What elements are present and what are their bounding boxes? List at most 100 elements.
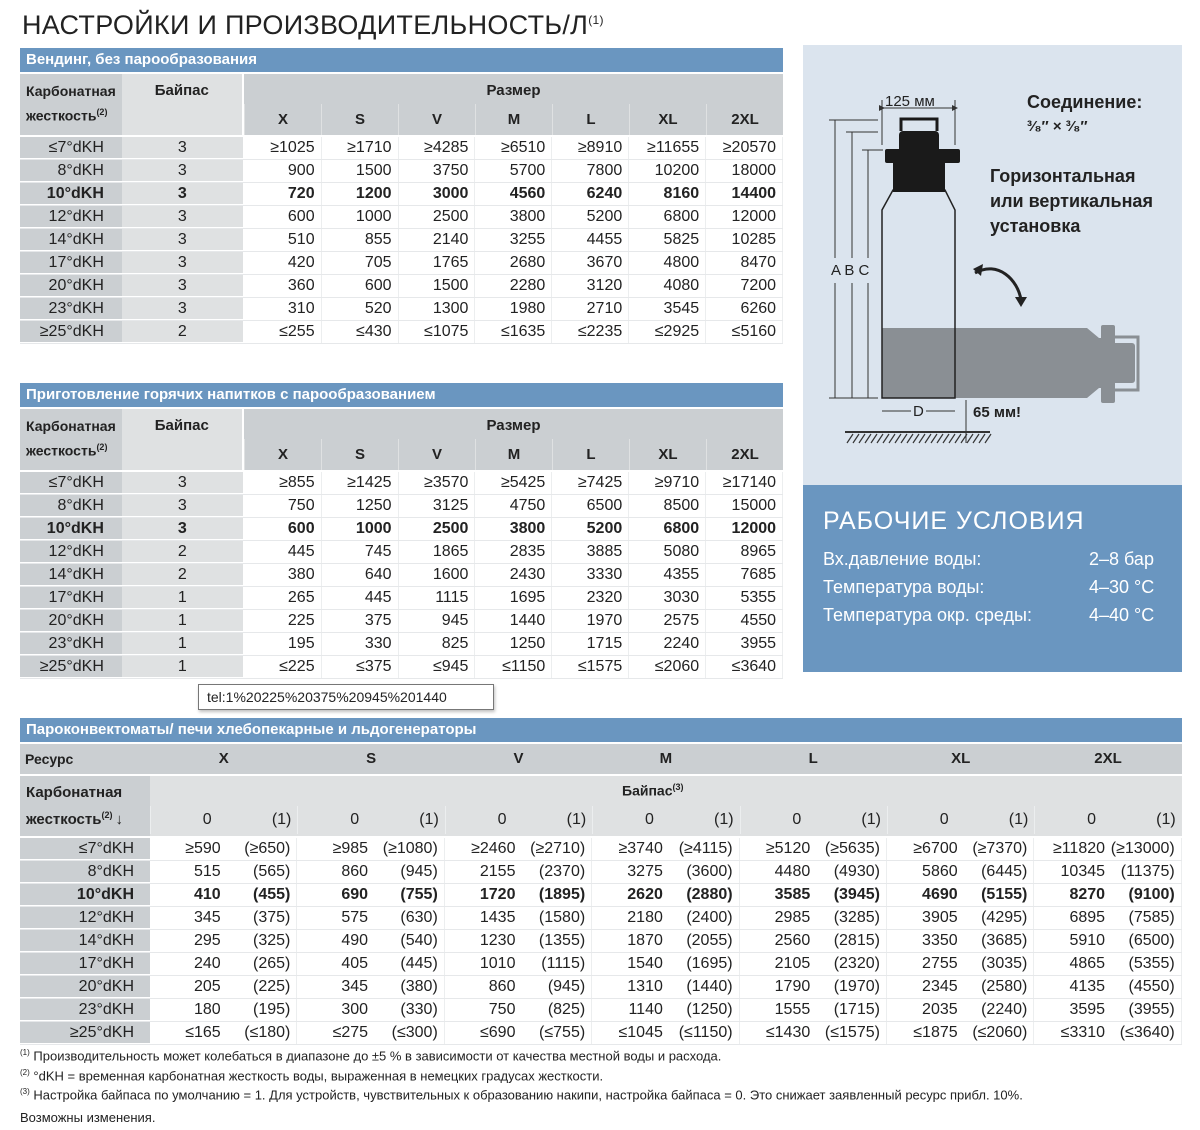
value-group: ≥985 (≥1080)	[297, 838, 445, 860]
value-cell: 7200	[706, 275, 784, 297]
value-bypass-1: (325)	[253, 932, 291, 949]
value-cell: 2140	[399, 229, 476, 251]
value-bypass-1: (≥7370)	[972, 840, 1028, 857]
bypass-cell: 3	[121, 298, 243, 320]
value-group: 300 (330)	[297, 999, 445, 1021]
value-bypass-0: 240	[193, 955, 221, 972]
value-bypass-0: 295	[193, 932, 221, 949]
table-row: 17°dKH 240 (265) 405 (445) 1010 (1115) 1540 (169…	[20, 953, 1182, 976]
table-row: 23°dKH 1 195 330 825 1250 1715 2240 3955	[20, 633, 784, 656]
value-cell: ≤430	[322, 321, 399, 343]
size-column-header: XL	[629, 439, 706, 470]
value-cell: 6260	[706, 298, 784, 320]
value-group: 4690 (5155)	[887, 884, 1035, 906]
table-row: 10°dKH 410 (455) 690 (755) 1720 (1895) 2620 (288…	[20, 884, 1182, 907]
value-bypass-1: (≥650)	[244, 840, 291, 857]
hot-drinks-table: Приготовление горячих напитков с парообр…	[20, 383, 784, 679]
value-group: ≤3310 (≤3640)	[1034, 1022, 1182, 1044]
value-group: 345 (375)	[150, 907, 298, 929]
value-bypass-1: (≤3640)	[1119, 1024, 1175, 1041]
value-cell: 5700	[475, 160, 553, 182]
value-bypass-0: 4690	[922, 886, 958, 903]
value-cell: ≥20570	[706, 137, 784, 159]
value-bypass-1: (5155)	[981, 886, 1028, 903]
value-bypass-1: (4930)	[833, 863, 880, 880]
hardness-header: Карбонатная жесткость(2) ↓	[20, 776, 150, 836]
value-bypass-1: (3685)	[981, 932, 1028, 949]
value-cell: 2320	[552, 587, 630, 609]
bypass-option-group: 0 (1)	[444, 806, 592, 834]
bypass-option: 0	[350, 811, 360, 828]
value-cell: 3125	[399, 495, 476, 517]
value-group: 2035 (2240)	[887, 999, 1035, 1021]
value-group: 3905 (4295)	[887, 907, 1035, 929]
resource-row: Ресурс фильтра→ X S V M L XL 2XL	[20, 744, 1182, 797]
value-bypass-1: (2055)	[686, 932, 733, 949]
bypass-cell: 3	[121, 275, 243, 297]
table-row: ≥25°dKH 2 ≤255 ≤430 ≤1075 ≤1635 ≤2235 ≤2925 ≤516…	[20, 321, 784, 344]
table-row: ≥25°dKH 1 ≤225 ≤375 ≤945 ≤1150 ≤1575 ≤2060 ≤3640	[20, 656, 784, 679]
value-cell: ≤1635	[475, 321, 553, 343]
value-cell: 2835	[475, 541, 553, 563]
value-group: ≥2460 (≥2710)	[445, 838, 593, 860]
hardness-cell: 20°dKH	[20, 976, 150, 998]
value-group: 1870 (2055)	[592, 930, 740, 952]
ground-hatching	[846, 433, 992, 444]
value-cell: ≤945	[399, 656, 476, 678]
value-bypass-1: (825)	[547, 1001, 586, 1018]
value-bypass-1: (1895)	[538, 886, 586, 903]
value-bypass-1: (7585)	[1128, 909, 1175, 926]
value-bypass-0: 180	[193, 1001, 221, 1018]
value-cell: 10200	[629, 160, 707, 182]
table-row: 14°dKH 295 (325) 490 (540) 1230 (1355) 1870 (205…	[20, 930, 1182, 953]
size-row: X S V M L XL 2XL	[244, 104, 783, 135]
hardness-cell: 17°dKH	[20, 953, 150, 975]
size-header: Размер X S V M L XL 2XL	[244, 409, 783, 470]
table-row: 20°dKH 1 225 375 945 1440 1970 2575 4550	[20, 610, 784, 633]
value-bypass-0: 2035	[922, 1001, 958, 1018]
value-bypass-1: (≥1080)	[382, 840, 438, 857]
value-cell: ≤2060	[629, 656, 707, 678]
value-cell: 15000	[706, 495, 784, 517]
value-cell: 8160	[629, 183, 707, 205]
bypass-label: Байпас(3)	[150, 776, 1182, 806]
vertical-filter-shape	[881, 117, 960, 399]
value-bypass-1: (≤2060)	[972, 1024, 1028, 1041]
size-row: X S V M L XL 2XL	[150, 744, 1182, 774]
bypass-cell: 3	[121, 206, 243, 228]
value-cell: 2500	[399, 206, 476, 228]
value-cell: 1250	[475, 633, 553, 655]
table-body: ≤7°dKH ≥590 (≥650) ≥985 (≥1080) ≥2460 (≥2710) ≥…	[20, 838, 1182, 1045]
value-bypass-1: (3955)	[1128, 1001, 1175, 1018]
value-group: 5860 (6445)	[887, 861, 1035, 883]
hardness-cell: 23°dKH	[20, 298, 122, 320]
value-bypass-0: 2560	[774, 932, 811, 949]
value-bypass-0: 2105	[774, 955, 811, 972]
value-cell: 1200	[322, 183, 399, 205]
value-cell: ≥5425	[475, 472, 553, 494]
size-column-header: XL	[951, 750, 971, 767]
value-bypass-0: 1555	[774, 1001, 811, 1018]
value-bypass-1: (11375)	[1120, 863, 1175, 880]
value-bypass-0: 5860	[922, 863, 958, 880]
value-group: 180 (195)	[150, 999, 298, 1021]
value-cell: 945	[399, 610, 476, 632]
diameter-label: D	[911, 399, 926, 424]
value-bypass-1: (455)	[253, 886, 291, 903]
value-cell: 12000	[706, 206, 784, 228]
bypass-cell: 3	[121, 472, 243, 494]
value-bypass-0: 300	[341, 1001, 369, 1018]
value-group: 575 (630)	[297, 907, 445, 929]
value-cell: ≤1575	[552, 656, 630, 678]
value-cell: 2500	[399, 518, 476, 540]
condition-label: Вх.давление воды:	[823, 549, 982, 569]
bypass-cell: 3	[121, 518, 243, 540]
size-column-header: X	[244, 104, 321, 135]
value-group: 1230 (1355)	[445, 930, 593, 952]
size-column-header: M	[475, 439, 552, 470]
value-bypass-0: 1870	[627, 932, 663, 949]
value-bypass-0: ≤165	[185, 1024, 221, 1041]
value-cell: 2430	[475, 564, 553, 586]
table-row: 12°dKH 2 445 745 1865 2835 3885 5080 8965	[20, 541, 784, 564]
bypass-header: Байпас	[121, 409, 242, 470]
